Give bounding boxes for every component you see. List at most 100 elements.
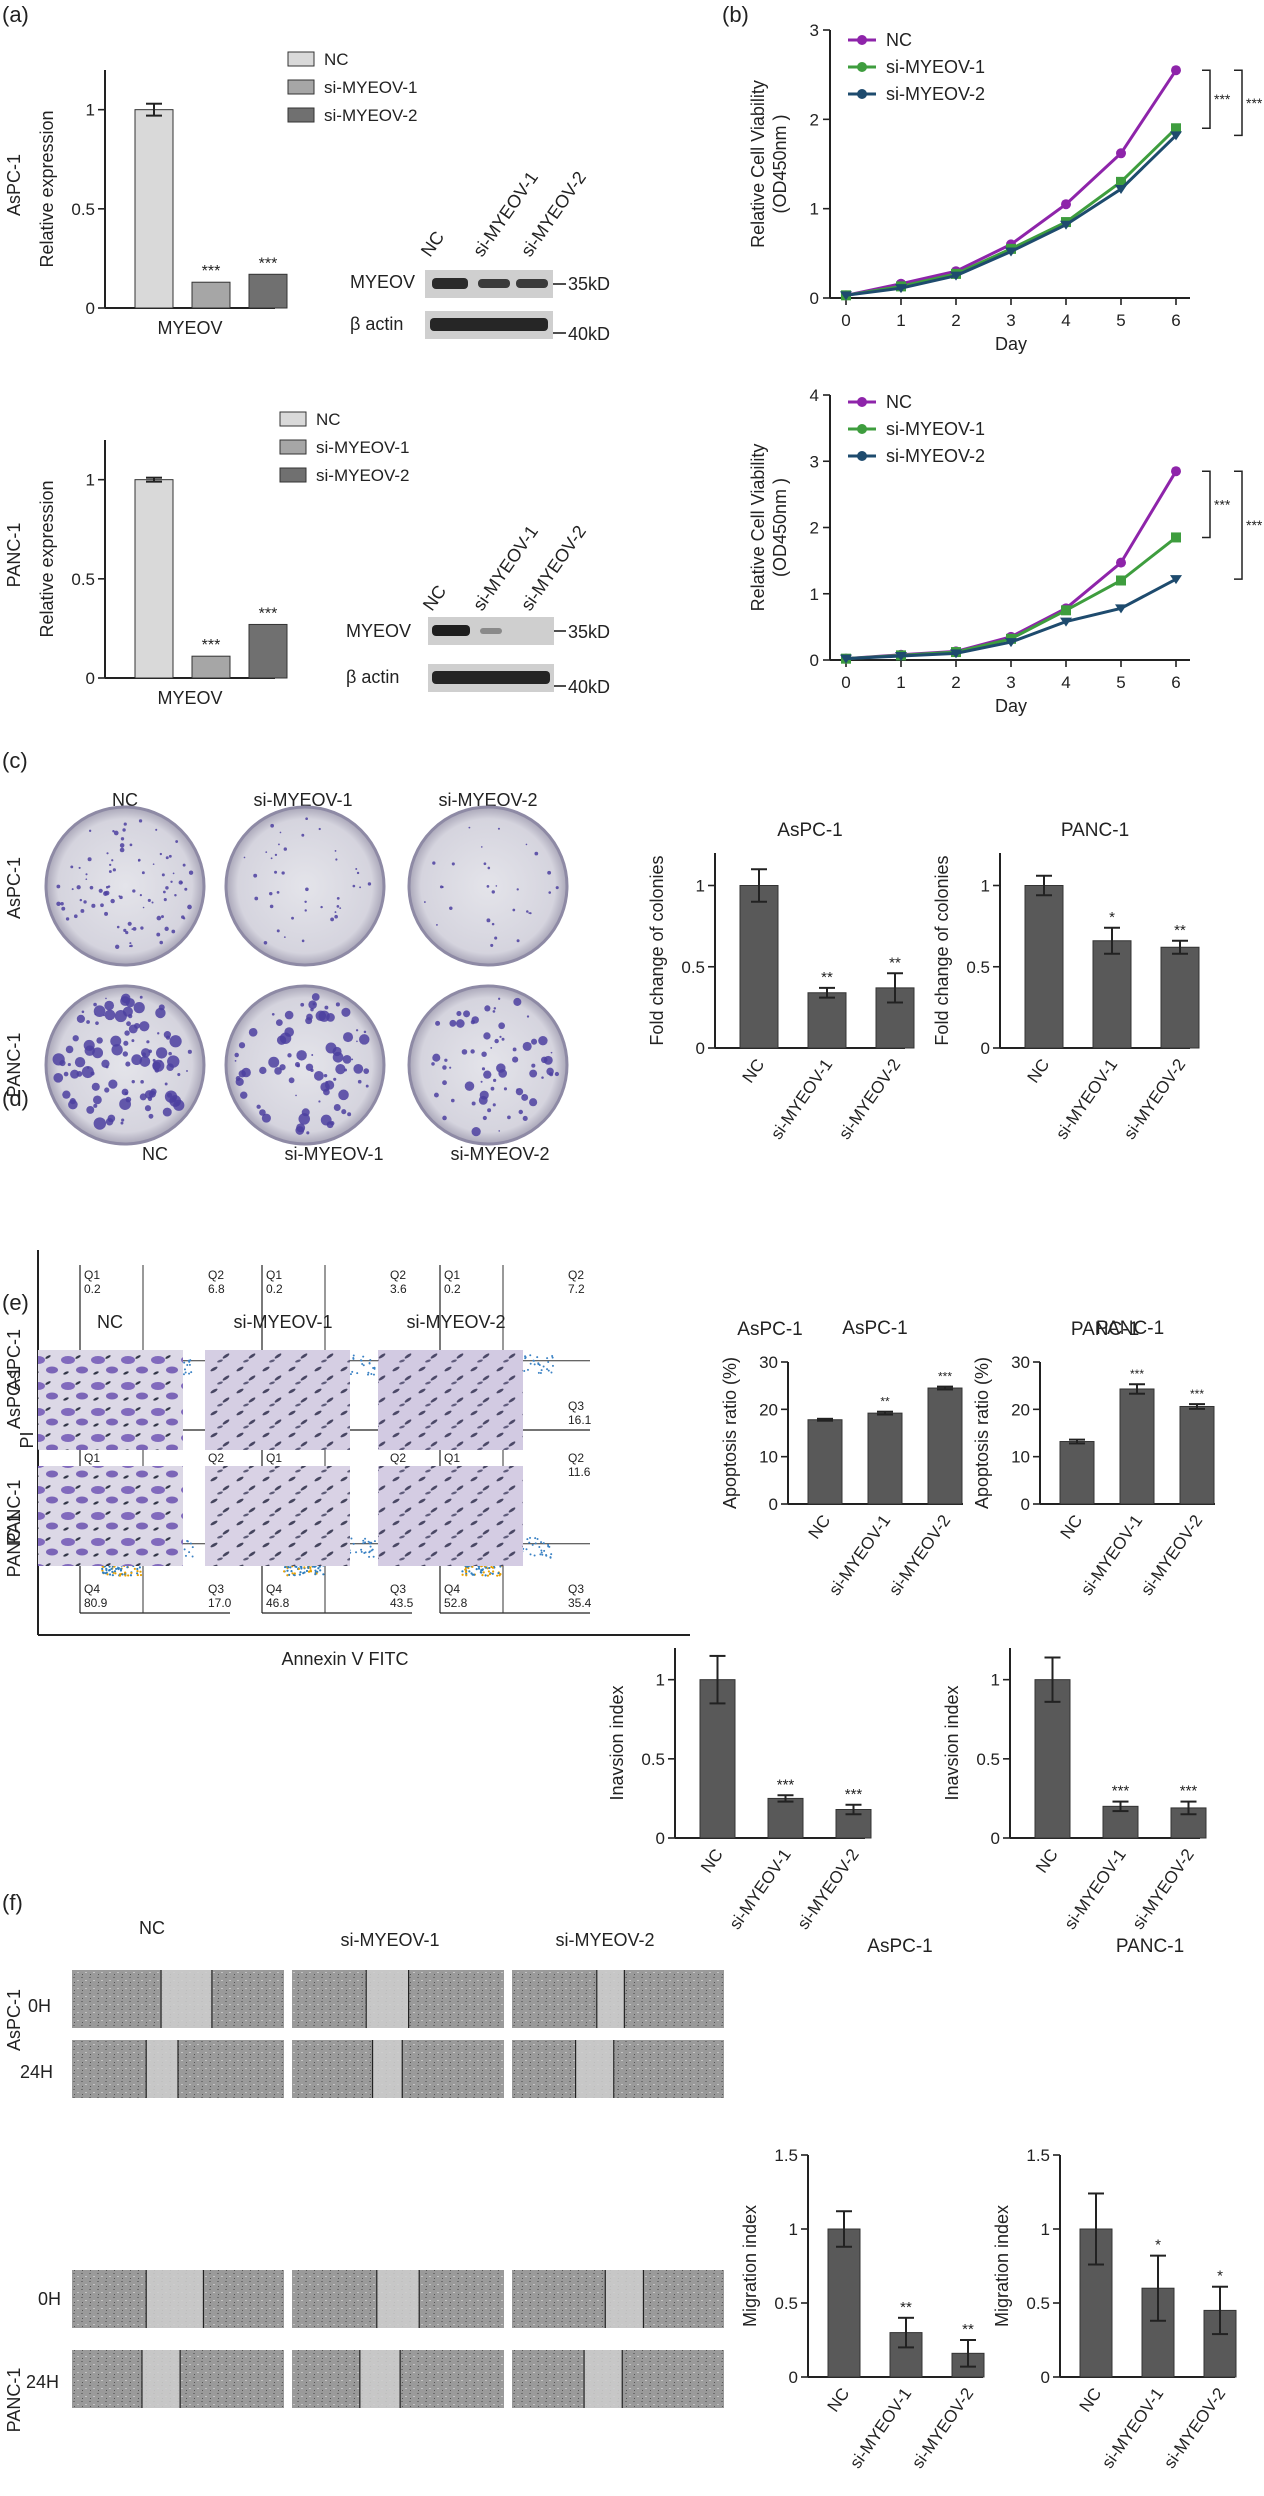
colony: [334, 850, 337, 852]
event-dot: [529, 1362, 532, 1365]
legend-label: NC: [886, 392, 912, 412]
colony: [263, 941, 268, 945]
colony: [269, 891, 273, 896]
quadrant-name: Q4: [266, 1582, 282, 1596]
x-tick-label: 3: [1006, 311, 1015, 330]
y-axis-label: Migration index: [992, 2205, 1012, 2327]
colony-dishes: NC si-MYEOV-1 si-MYEOV-2 AsPC-1 PANC-1: [4, 790, 569, 1146]
colony: [494, 1038, 499, 1044]
wound-gap: [146, 2040, 178, 2098]
category-label: si-MYEOV-2: [1160, 2384, 1229, 2472]
colony: [248, 1027, 258, 1037]
event-dot: [362, 1364, 365, 1367]
quadrant-name: Q1: [444, 1451, 460, 1465]
colony: [182, 863, 186, 867]
event-dot: [317, 1567, 320, 1570]
event-dot: [472, 1573, 476, 1576]
colony: [491, 922, 495, 926]
colony: [306, 1013, 313, 1021]
event-dot: [127, 1574, 130, 1577]
x-axis-label: Day: [995, 334, 1027, 354]
colony: [71, 888, 74, 891]
y-tick-label: 0.5: [1026, 2294, 1050, 2313]
quadrant-value: 0.2: [84, 1282, 101, 1296]
colony: [128, 1013, 133, 1019]
colony: [310, 1068, 314, 1073]
y-tick-label: 0.5: [976, 1750, 1000, 1769]
colony: [164, 926, 169, 932]
colony: [439, 885, 443, 889]
colony: [442, 1080, 447, 1086]
event-dot: [372, 1555, 375, 1558]
colony: [355, 1029, 359, 1032]
col-label-si2: si-MYEOV-2: [438, 790, 537, 810]
colony: [151, 901, 154, 904]
quadrant-name: Q1: [266, 1268, 282, 1282]
col-label-si1: si-MYEOV-1: [340, 1930, 439, 1950]
colony: [85, 878, 88, 881]
colony: [122, 828, 126, 832]
category-label: NC: [1076, 2384, 1106, 2415]
quadrant-value: 0.2: [444, 1282, 461, 1296]
chart-title: AsPC-1: [777, 820, 842, 841]
colony: [53, 1072, 64, 1083]
data-point: [1171, 123, 1181, 134]
colony: [320, 1114, 332, 1126]
event-dot: [547, 1545, 550, 1548]
colony: [529, 1069, 538, 1078]
event-dot: [113, 1570, 117, 1573]
colony: [180, 881, 183, 884]
event-dot: [309, 1570, 313, 1573]
significance: **: [821, 969, 833, 986]
colony: [522, 1115, 528, 1121]
y-tick-label: 0.5: [71, 200, 95, 219]
event-dot: [351, 1370, 354, 1373]
quadrant-value: 80.9: [84, 1596, 108, 1610]
event-dot: [362, 1355, 365, 1358]
colony: [334, 911, 337, 913]
colony: [311, 1054, 314, 1056]
colony: [161, 915, 164, 919]
colony: [356, 1040, 358, 1043]
colony: [121, 1118, 125, 1122]
event-dot: [523, 1370, 526, 1373]
legend-swatch: [279, 467, 307, 483]
colony: [543, 1055, 553, 1065]
colony: [132, 926, 137, 931]
colony: [461, 1049, 468, 1055]
colony: [478, 1095, 488, 1105]
col-label-nc: NC: [97, 1312, 123, 1332]
colony: [128, 1024, 138, 1034]
event-dot: [188, 1372, 191, 1375]
event-dot: [129, 1574, 133, 1577]
event-dot: [470, 1572, 473, 1575]
colony: [175, 840, 179, 843]
colony: [315, 1010, 327, 1022]
event-dot: [534, 1542, 537, 1545]
colony: [554, 1071, 560, 1077]
event-dot: [471, 1565, 474, 1568]
colony: [291, 916, 294, 920]
colony: [353, 1064, 364, 1074]
colony: [70, 865, 74, 869]
quadrant-name: Q2: [208, 1451, 224, 1465]
event-dot: [101, 1569, 104, 1572]
data-point: [895, 652, 907, 662]
y-axis-label: Relative Cell Viability: [748, 80, 768, 248]
colony: [493, 1078, 497, 1082]
western-blot-aspc1: NC si-MYEOV-1 si-MYEOV-2 MYEOV 35kD β ac…: [350, 168, 610, 344]
bar-NC: [1024, 885, 1064, 1049]
colony: [483, 1032, 491, 1040]
colony: [234, 1052, 239, 1058]
colony: [483, 1070, 492, 1079]
category-label: si-MYEOV-1: [1077, 1511, 1146, 1599]
y-tick-label: 0: [789, 2368, 798, 2387]
colony: [104, 911, 109, 916]
band: [478, 279, 510, 288]
colony: [140, 1080, 144, 1084]
event-dot: [111, 1570, 114, 1573]
colony: [165, 856, 169, 860]
category-label: si-MYEOV-1: [846, 2384, 915, 2472]
colony: [110, 1035, 122, 1047]
y-axis-label: Relative expression: [37, 480, 57, 637]
